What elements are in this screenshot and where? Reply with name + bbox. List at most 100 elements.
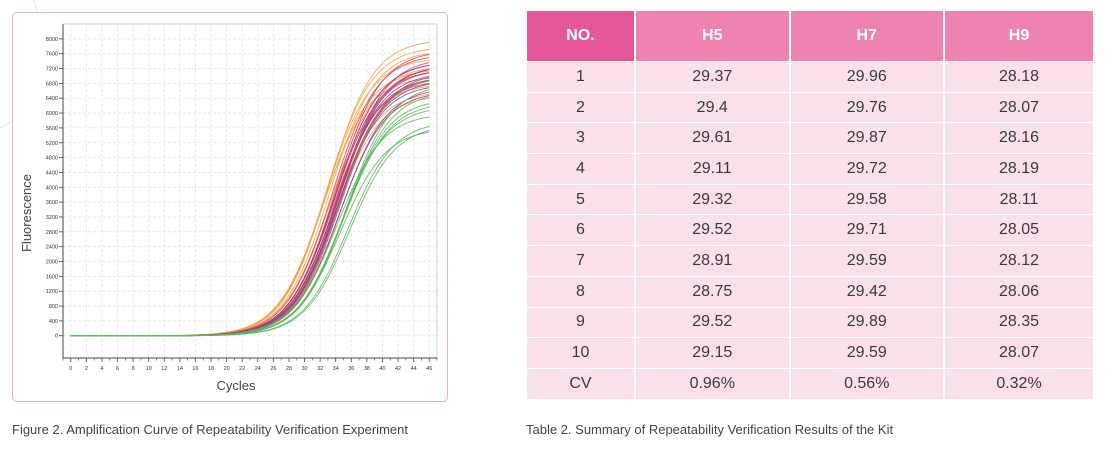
table-row: 5 29.32 29.58 28.11 — [527, 183, 1093, 215]
amplification-curve — [70, 87, 430, 337]
table-row: 2 29.4 29.76 28.07 — [527, 91, 1093, 123]
x-tick-label: 22 — [239, 366, 245, 372]
cell-h7: 29.58 — [790, 183, 945, 215]
cell-no: 6 — [527, 214, 636, 246]
amplification-curve — [70, 72, 430, 337]
amplification-curve — [70, 80, 430, 337]
x-tick-label: 32 — [317, 366, 323, 372]
cell-h9: 28.07 — [945, 337, 1093, 368]
x-tick-label: 34 — [333, 366, 339, 372]
y-tick-label: 3600 — [46, 200, 58, 206]
amplification-curve — [70, 69, 430, 337]
cell-no: 8 — [527, 275, 636, 307]
y-tick-label: 4800 — [46, 156, 58, 162]
x-tick-label: 40 — [379, 366, 385, 372]
x-tick-label: 28 — [286, 366, 292, 372]
cell-no: 2 — [527, 91, 636, 123]
cell-h7: 29.89 — [790, 306, 945, 338]
cell-no: 1 — [527, 61, 636, 92]
cell-no: 9 — [527, 306, 636, 338]
amplification-chart-card: 0 2 4 6 8 10 12 14 16 18 20 22 24 26 28 30 32 34 36 38 40 42 4… — [12, 12, 448, 402]
x-tick-label: 36 — [348, 366, 354, 372]
cell-no: 3 — [527, 122, 636, 154]
y-tick-label: 1200 — [46, 289, 58, 295]
cell-h7: 29.76 — [790, 91, 945, 123]
cell-h5: 29.52 — [636, 306, 791, 338]
amplification-curve — [70, 76, 430, 337]
cell-h5: 29.11 — [636, 153, 791, 184]
chart-axes: 0 2 4 6 8 10 12 14 16 18 20 22 24 26 28 30 32 34 36 38 40 42 4… — [46, 24, 438, 372]
results-table: NO. H5 H7 H9 1 29.37 29.96 28.18 2 29.4 29.76… — [527, 11, 1093, 399]
cell-h5: 0.96% — [636, 367, 791, 399]
y-tick-label: 400 — [49, 319, 58, 325]
x-tick-label: 30 — [301, 366, 307, 372]
amplification-curve — [70, 131, 430, 337]
x-tick-label: 20 — [224, 366, 230, 372]
cell-h9: 28.05 — [945, 214, 1093, 246]
y-tick-label: 7600 — [46, 52, 58, 58]
y-tick-label: 0 — [55, 334, 58, 340]
amplification-curve — [70, 49, 430, 337]
x-tick-label: 8 — [132, 366, 135, 372]
table-row: 9 29.52 29.89 28.35 — [527, 306, 1093, 338]
y-tick-label: 4400 — [46, 170, 58, 176]
cell-h9: 28.18 — [945, 61, 1093, 92]
amplification-curve — [70, 85, 430, 337]
x-tick-label: 2 — [85, 366, 88, 372]
table-row: 6 29.52 29.71 28.05 — [527, 214, 1093, 246]
cell-h7: 0.56% — [790, 367, 945, 399]
cell-h7: 29.72 — [790, 153, 945, 184]
cell-no: 4 — [527, 153, 636, 184]
x-tick-label: 4 — [100, 366, 103, 372]
header-h7: H7 — [790, 11, 945, 61]
cell-h5: 29.4 — [636, 91, 791, 123]
x-tick-label: 46 — [426, 366, 432, 372]
header-h5: H5 — [636, 11, 791, 61]
x-tick-label: 18 — [208, 366, 214, 372]
amplification-curve — [70, 68, 430, 337]
x-tick-label: 26 — [270, 366, 276, 372]
chart-grid — [62, 23, 438, 359]
table-row: 10 29.15 29.59 28.07 — [527, 337, 1093, 368]
y-tick-label: 3200 — [46, 215, 58, 221]
chart-curves — [70, 41, 430, 337]
amplification-curve — [70, 59, 430, 337]
y-tick-label: 5200 — [46, 141, 58, 147]
figure-caption: Figure 2. Amplification Curve of Repeata… — [12, 422, 408, 437]
cell-h7: 29.42 — [790, 275, 945, 307]
cell-h7: 29.96 — [790, 61, 945, 92]
table-row: 7 28.91 29.59 28.12 — [527, 245, 1093, 276]
amplification-curve-chart: 0 2 4 6 8 10 12 14 16 18 20 22 24 26 28 30 32 34 36 38 40 42 4… — [19, 23, 438, 393]
y-axis-label: Fluorescence — [19, 174, 34, 252]
cell-h5: 29.32 — [636, 183, 791, 215]
amplification-curve — [70, 54, 430, 337]
y-tick-label: 2000 — [46, 260, 58, 266]
x-tick-label: 24 — [255, 366, 261, 372]
cell-h5: 29.61 — [636, 122, 791, 154]
amplification-curve — [70, 130, 430, 337]
amplification-curve — [70, 106, 430, 337]
x-tick-label: 6 — [116, 366, 119, 372]
y-tick-label: 1600 — [46, 274, 58, 280]
y-tick-label: 8000 — [46, 37, 58, 43]
cell-h7: 29.59 — [790, 337, 945, 368]
amplification-curve — [70, 103, 430, 337]
table-row: 8 28.75 29.42 28.06 — [527, 275, 1093, 307]
y-tick-label: 5600 — [46, 126, 58, 132]
x-tick-label: 42 — [395, 366, 401, 372]
cell-h5: 28.75 — [636, 275, 791, 307]
table-caption: Table 2. Summary of Repeatability Verifi… — [526, 422, 894, 437]
x-tick-label: 16 — [192, 366, 198, 372]
header-h9: H9 — [945, 11, 1093, 61]
y-tick-label: 7200 — [46, 67, 58, 73]
y-tick-label: 4000 — [46, 185, 58, 191]
cell-no: CV — [527, 367, 636, 399]
cell-h9: 28.19 — [945, 153, 1093, 184]
table-header-row: NO. H5 H7 H9 — [527, 11, 1093, 61]
cell-h5: 29.37 — [636, 61, 791, 92]
y-tick-label: 6400 — [46, 96, 58, 102]
cell-h7: 29.59 — [790, 245, 945, 276]
x-tick-label: 44 — [411, 366, 417, 372]
table-row: 1 29.37 29.96 28.18 — [527, 61, 1093, 92]
x-tick-label: 10 — [146, 366, 152, 372]
